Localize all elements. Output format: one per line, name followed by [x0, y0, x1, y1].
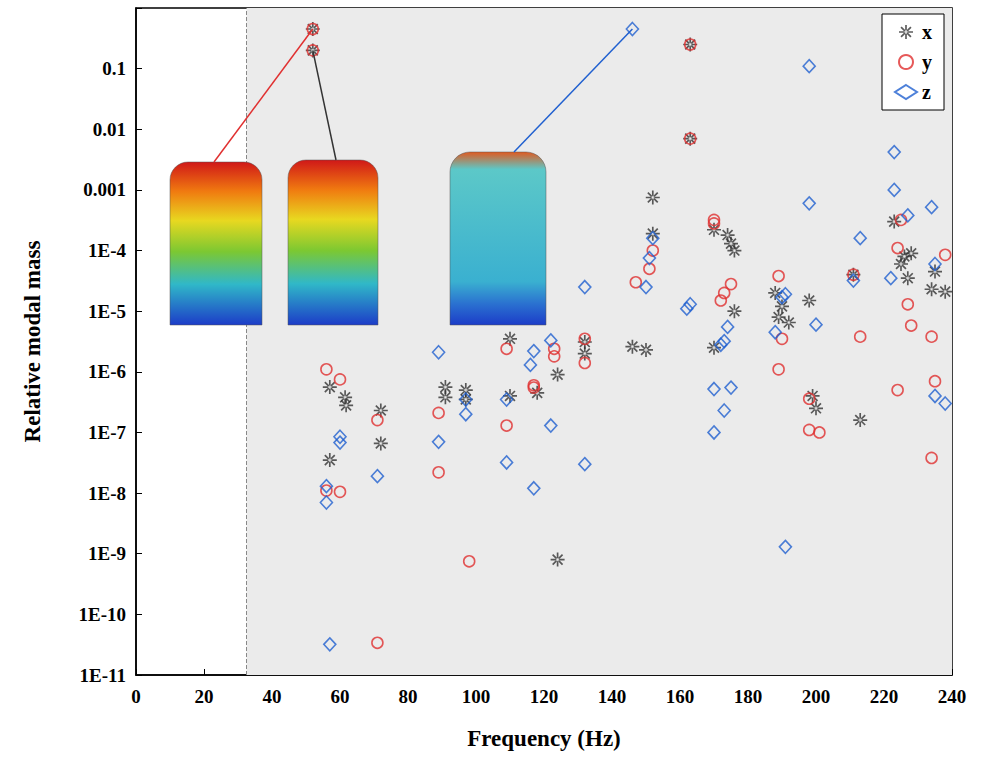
- svg-text:1E-7: 1E-7: [88, 422, 127, 443]
- svg-text:1E-10: 1E-10: [79, 604, 127, 625]
- svg-text:200: 200: [802, 686, 831, 707]
- svg-text:220: 220: [870, 686, 899, 707]
- svg-text:80: 80: [399, 686, 418, 707]
- svg-text:0.1: 0.1: [102, 58, 126, 79]
- svg-text:0.01: 0.01: [93, 119, 126, 140]
- svg-text:100: 100: [462, 686, 491, 707]
- svg-text:Frequency (Hz): Frequency (Hz): [467, 726, 621, 751]
- svg-text:180: 180: [734, 686, 763, 707]
- svg-text:1E-9: 1E-9: [88, 543, 126, 564]
- svg-text:1E-5: 1E-5: [88, 301, 126, 322]
- svg-text:60: 60: [331, 686, 350, 707]
- svg-text:0: 0: [131, 686, 141, 707]
- svg-text:1E-8: 1E-8: [88, 483, 126, 504]
- svg-text:x: x: [922, 21, 932, 43]
- svg-text:1E-11: 1E-11: [80, 665, 126, 686]
- svg-text:120: 120: [530, 686, 559, 707]
- svg-text:40: 40: [263, 686, 282, 707]
- svg-text:0.001: 0.001: [83, 179, 126, 200]
- svg-text:Relative modal mass: Relative modal mass: [20, 241, 45, 443]
- svg-text:y: y: [922, 51, 932, 74]
- svg-text:140: 140: [598, 686, 627, 707]
- svg-text:20: 20: [195, 686, 214, 707]
- svg-text:z: z: [922, 81, 931, 103]
- svg-text:240: 240: [938, 686, 967, 707]
- svg-text:160: 160: [666, 686, 695, 707]
- svg-text:1E-6: 1E-6: [88, 361, 126, 382]
- svg-text:1E-4: 1E-4: [88, 240, 127, 261]
